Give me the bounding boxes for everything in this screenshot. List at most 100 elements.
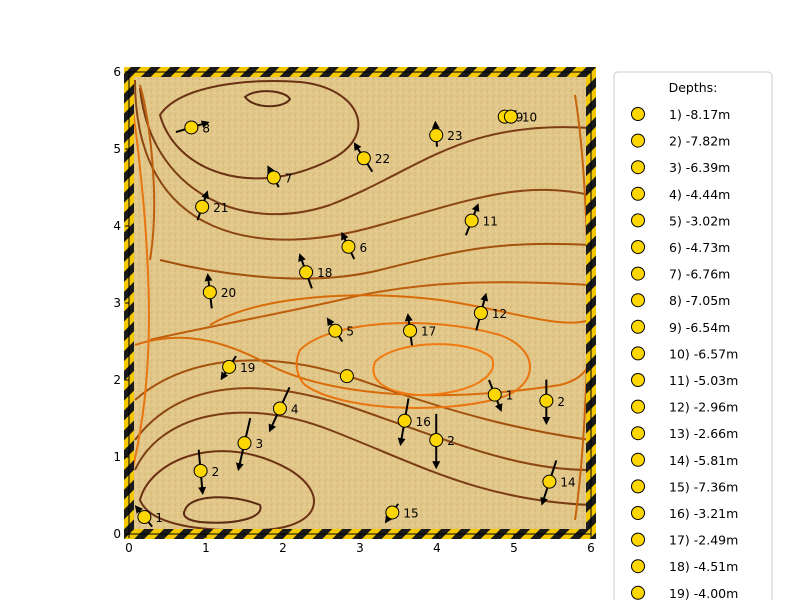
contour-line [138,450,315,532]
legend-entry: 12) -2.96m [669,400,738,415]
legend-entry: 18) -4.51m [669,559,738,574]
point-label-5: 5 [346,325,354,339]
legend-entry: 19) -4.00m [669,586,738,600]
x-tick-label: 4 [433,541,441,555]
legend-entry: 8) -7.05m [669,293,730,308]
point-label-2: 2 [212,465,220,479]
point-11 [464,213,479,228]
point-label-25: 2 [447,434,455,448]
x-tick-label: 2 [279,541,287,555]
point-label-12: 12 [492,307,507,321]
legend-entries: 1) -8.17m 2) -7.82m 3) -6.39m 4) -4.44m 5) -… [631,107,738,600]
legend-entry: 3) -6.39m [669,160,730,175]
point-16 [397,413,412,428]
x-tick-label: 0 [125,541,133,555]
contour-line [129,87,150,481]
legend-title: Depths: [669,80,718,95]
contour-line [134,411,591,506]
x-tick-label: 6 [587,541,595,555]
contour-line [134,336,591,397]
legend-entry: 13) -2.66m [669,426,738,441]
point-label-7: 7 [285,171,293,185]
legend-entry: 1) -8.17m [669,107,730,122]
legend-entry: 5) -3.02m [669,213,730,228]
x-tick-label: 1 [202,541,210,555]
legend-entry: 9) -6.54m [669,320,730,335]
point-20 [202,285,217,300]
point-8 [184,120,199,135]
legend-marker [631,452,645,467]
legend-marker [631,479,645,494]
point-label-23: 23 [447,129,462,143]
contour-line [134,359,591,441]
point-7 [266,170,281,185]
point-22 [356,151,371,166]
legend-marker [631,319,645,334]
point-26 [339,369,354,384]
point-1 [137,510,152,525]
point-label-3: 3 [256,437,264,451]
legend-marker [631,399,645,414]
legend-marker [631,426,645,441]
legend-entry: 10) -6.57m [669,346,738,361]
y-tick-label: 6 [113,65,121,79]
contour-line [372,343,495,397]
y-tick-label: 1 [113,450,121,464]
contour-line [158,79,360,180]
point-14 [542,474,557,489]
legend-marker [631,346,645,361]
point-label-13: 1 [506,389,514,403]
point-label-19: 19 [240,361,255,375]
legend-entry: 15) -7.36m [669,479,738,494]
point-label-17: 17 [421,325,436,339]
point-label-9: 9 [516,111,524,125]
legend-entry: 2) -7.82m [669,134,730,149]
point-5 [328,323,343,338]
legend-entry: 14) -5.81m [669,453,738,468]
legend-marker [631,293,645,308]
point-label-20: 20 [221,286,236,300]
contour-line [209,294,591,326]
legend-entry: 11) -5.03m [669,373,738,388]
point-25 [429,433,444,448]
contour-line [139,87,591,216]
point-label-18: 18 [317,266,332,280]
point-label-21: 21 [213,201,228,215]
point-label-22: 22 [375,152,390,166]
point-23 [429,128,444,143]
y-tick-label: 3 [113,296,121,310]
point-19 [222,359,237,374]
point-label-24: 2 [557,395,565,409]
y-tick-label: 4 [113,219,121,233]
point-15 [385,505,400,520]
point-label-1: 1 [155,511,163,525]
point-label-6: 6 [359,241,367,255]
point-label-8: 8 [202,121,210,135]
point-label-11: 11 [483,215,498,229]
contour-line [182,496,262,524]
x-tick-label: 3 [356,541,364,555]
y-tick-label: 2 [113,373,121,387]
contour-line [134,387,591,471]
legend-marker [631,240,645,254]
legend: Depths: 1) -8.17m 2) -7.82m 3) -6.39m 4) -4… [613,71,773,600]
legend-marker [631,186,645,201]
contour-line [159,242,591,280]
x-axis: 0 1 2 3 4 5 6 [125,534,595,555]
legend-marker [631,107,645,121]
point-18 [299,265,314,280]
legend-marker [631,585,645,600]
point-label-14: 14 [560,476,575,490]
point-21 [195,199,210,214]
y-axis: 0 1 2 3 4 5 6 [113,65,129,541]
point-12 [473,306,488,321]
point-label-15: 15 [403,506,418,520]
legend-marker [631,373,645,387]
contour-line [139,84,156,261]
point-label-16: 16 [416,415,431,429]
legend-marker [631,532,645,547]
y-tick-label: 5 [113,142,121,156]
y-tick-label: 0 [113,527,121,541]
legend-marker [631,160,645,175]
